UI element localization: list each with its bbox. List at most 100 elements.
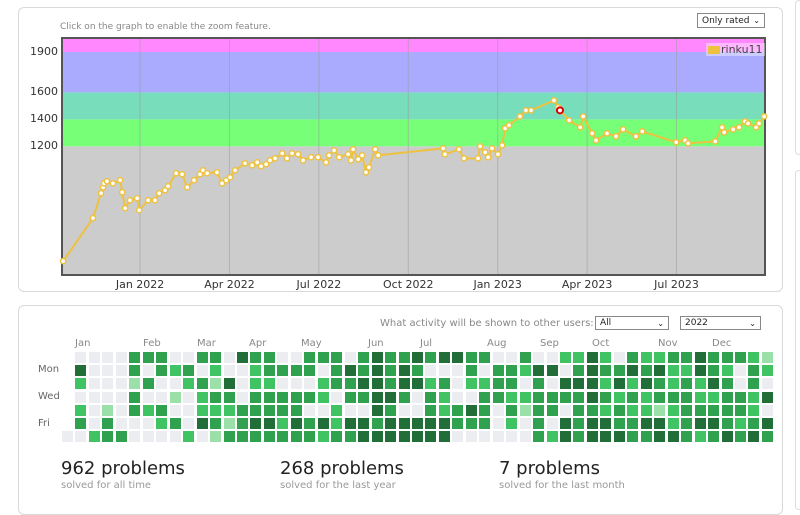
activity-cell[interactable] <box>358 378 370 390</box>
activity-cell[interactable] <box>317 391 329 403</box>
activity-cell[interactable] <box>425 352 437 363</box>
activity-cell[interactable] <box>196 365 208 377</box>
activity-cell[interactable] <box>210 378 222 390</box>
activity-cell[interactable] <box>263 418 275 429</box>
activity-cell[interactable] <box>667 404 679 416</box>
activity-cell[interactable] <box>627 365 639 377</box>
activity-cell[interactable] <box>169 391 181 403</box>
activity-cell[interactable] <box>627 391 639 403</box>
activity-cell[interactable] <box>223 431 235 443</box>
activity-cell[interactable] <box>344 404 356 416</box>
activity-cell[interactable] <box>210 418 222 429</box>
activity-cell[interactable] <box>761 391 773 403</box>
activity-cell[interactable] <box>398 391 410 403</box>
activity-cell[interactable] <box>169 418 181 429</box>
activity-cell[interactable] <box>613 352 625 363</box>
activity-cell[interactable] <box>627 404 639 416</box>
activity-cell[interactable] <box>452 431 464 443</box>
activity-cell[interactable] <box>236 418 248 429</box>
activity-cell[interactable] <box>331 418 343 429</box>
activity-cell[interactable] <box>331 404 343 416</box>
activity-cell[interactable] <box>519 404 531 416</box>
activity-cell[interactable] <box>573 404 585 416</box>
activity-cell[interactable] <box>183 404 195 416</box>
activity-cell[interactable] <box>600 352 612 363</box>
activity-cell[interactable] <box>600 418 612 429</box>
activity-cell[interactable] <box>519 431 531 443</box>
activity-cell[interactable] <box>654 431 666 443</box>
activity-cell[interactable] <box>236 404 248 416</box>
contest-filter-select[interactable]: Only rated ⌄ <box>697 13 765 28</box>
activity-cell[interactable] <box>250 418 262 429</box>
activity-cell[interactable] <box>761 352 773 363</box>
activity-cell[interactable] <box>142 418 154 429</box>
activity-cell[interactable] <box>613 391 625 403</box>
activity-cell[interactable] <box>694 378 706 390</box>
activity-cell[interactable] <box>748 431 760 443</box>
activity-cell[interactable] <box>721 365 733 377</box>
activity-cell[interactable] <box>88 378 100 390</box>
activity-cell[interactable] <box>506 431 518 443</box>
activity-cell[interactable] <box>586 352 598 363</box>
activity-cell[interactable] <box>223 378 235 390</box>
activity-cell[interactable] <box>169 404 181 416</box>
activity-cell[interactable] <box>492 431 504 443</box>
activity-cell[interactable] <box>613 378 625 390</box>
activity-cell[interactable] <box>250 352 262 363</box>
activity-cell[interactable] <box>115 404 127 416</box>
activity-cell[interactable] <box>735 418 746 429</box>
activity-cell[interactable] <box>411 404 423 416</box>
activity-cell[interactable] <box>411 431 423 443</box>
activity-cell[interactable] <box>317 365 329 377</box>
activity-cell[interactable] <box>452 378 464 390</box>
activity-cell[interactable] <box>708 418 720 429</box>
activity-cell[interactable] <box>492 391 504 403</box>
activity-cell[interactable] <box>129 391 141 403</box>
activity-cell[interactable] <box>654 378 666 390</box>
activity-cell[interactable] <box>210 365 222 377</box>
activity-cell[interactable] <box>694 352 706 363</box>
activity-cell[interactable] <box>223 404 235 416</box>
activity-cell[interactable] <box>156 391 168 403</box>
activity-cell[interactable] <box>169 378 181 390</box>
activity-cell[interactable] <box>519 418 531 429</box>
activity-cell[interactable] <box>613 404 625 416</box>
activity-cell[interactable] <box>263 378 275 390</box>
activity-cell[interactable] <box>277 365 289 377</box>
activity-cell[interactable] <box>129 418 141 429</box>
activity-cell[interactable] <box>277 352 289 363</box>
activity-cell[interactable] <box>263 352 275 363</box>
activity-cell[interactable] <box>681 431 693 443</box>
activity-cell[interactable] <box>708 365 720 377</box>
activity-cell[interactable] <box>721 391 733 403</box>
activity-cell[interactable] <box>465 378 477 390</box>
activity-cell[interactable] <box>115 391 127 403</box>
activity-cell[interactable] <box>236 391 248 403</box>
activity-cell[interactable] <box>519 365 531 377</box>
activity-cell[interactable] <box>748 404 760 416</box>
activity-cell[interactable] <box>62 431 73 443</box>
activity-cell[interactable] <box>613 431 625 443</box>
activity-cell[interactable] <box>694 418 706 429</box>
activity-cell[interactable] <box>277 418 289 429</box>
activity-cell[interactable] <box>492 365 504 377</box>
activity-cell[interactable] <box>75 418 87 429</box>
activity-cell[interactable] <box>708 431 720 443</box>
activity-cell[interactable] <box>142 404 154 416</box>
activity-cell[interactable] <box>708 404 720 416</box>
activity-cell[interactable] <box>479 404 491 416</box>
activity-cell[interactable] <box>277 391 289 403</box>
activity-cell[interactable] <box>586 404 598 416</box>
activity-cell[interactable] <box>533 378 545 390</box>
activity-cell[interactable] <box>654 352 666 363</box>
activity-cell[interactable] <box>331 391 343 403</box>
activity-cell[interactable] <box>681 378 693 390</box>
activity-cell[interactable] <box>88 431 100 443</box>
activity-cell[interactable] <box>290 391 302 403</box>
activity-cell[interactable] <box>627 431 639 443</box>
activity-cell[interactable] <box>304 352 316 363</box>
activity-cell[interactable] <box>761 404 773 416</box>
activity-cell[interactable] <box>210 431 222 443</box>
year-select[interactable]: 2022 ⌄ <box>680 316 761 330</box>
activity-cell[interactable] <box>344 418 356 429</box>
